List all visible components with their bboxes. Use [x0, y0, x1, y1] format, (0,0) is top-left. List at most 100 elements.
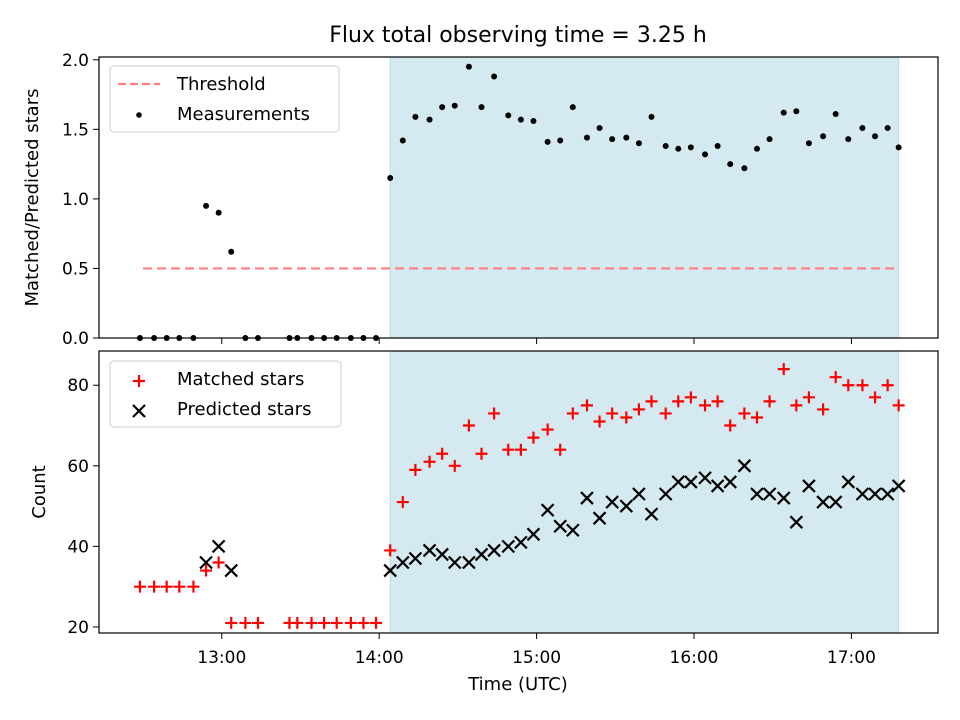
- measurement-point: [727, 161, 734, 168]
- predicted-star-point: [580, 491, 594, 505]
- measurement-points: [136, 63, 902, 341]
- matched-star-point: [225, 616, 238, 629]
- predicted-star-points: [199, 459, 906, 578]
- top-y-axis-label: Matched/Predicted stars: [22, 89, 43, 307]
- top-y-tick-label: 2.0: [62, 51, 89, 71]
- predicted-star-point: [710, 479, 725, 493]
- matched-star-points: [133, 363, 905, 629]
- predicted-star-point: [880, 487, 895, 501]
- matched-star-point: [409, 463, 422, 476]
- matched-star-point: [396, 496, 409, 509]
- measurement-point: [609, 136, 616, 143]
- ratio-panel: 0.00.51.01.52.0 Matched/Predicted stars …: [22, 51, 939, 349]
- predicted-star-point: [462, 555, 476, 570]
- top-y-axis: 0.0 0.5 1.0 1.5 2.0: [62, 51, 99, 349]
- matched-star-point: [566, 407, 579, 420]
- matched-legend-label: Matched stars: [177, 369, 304, 390]
- matched-star-point: [763, 395, 776, 408]
- predicted-star-point: [396, 555, 410, 570]
- count-panel: 20 40 60 80 13:00 14:00 15:00 16:00 17:00 Count…: [29, 350, 939, 695]
- predicted-star-point: [750, 487, 764, 501]
- matched-star-point: [187, 580, 200, 593]
- measurement-point: [859, 124, 866, 131]
- predicted-star-point: [619, 499, 634, 513]
- predicted-star-point: [723, 475, 737, 489]
- matched-star-point: [856, 379, 869, 392]
- predicted-star-point: [422, 543, 437, 558]
- predicted-star-point: [762, 487, 777, 501]
- x-tick-label: 14:00: [355, 648, 404, 668]
- bottom-y-tick-label: 80: [67, 376, 89, 396]
- top-y-tick-label: 0.5: [62, 259, 89, 279]
- matched-star-point: [580, 399, 593, 412]
- matched-star-point: [239, 616, 252, 629]
- matched-star-point: [881, 379, 894, 392]
- measurement-point: [741, 165, 748, 172]
- matched-star-point: [593, 415, 606, 428]
- bottom-legend-box: [109, 360, 342, 428]
- matched-star-point: [384, 544, 397, 557]
- matched-star-point: [160, 580, 173, 593]
- matched-star-point: [645, 395, 658, 408]
- matched-star-point: [305, 616, 318, 629]
- top-frame: [98, 56, 939, 339]
- measurement-point: [845, 136, 852, 143]
- matched-star-point: [684, 391, 697, 404]
- predicted-star-point: [474, 547, 489, 562]
- matched-star-point: [462, 419, 475, 432]
- matched-star-point: [829, 371, 842, 384]
- matched-star-point: [200, 564, 213, 577]
- observing-window-shade-bottom: [389, 350, 900, 634]
- matched-star-point: [699, 399, 712, 412]
- matched-star-point: [370, 616, 383, 629]
- x-tick-label: 15:00: [512, 648, 561, 668]
- measurement-point: [478, 104, 485, 111]
- top-x-axis: [221, 338, 852, 344]
- predicted-star-point: [224, 563, 239, 578]
- bottom-y-tick-label: 20: [67, 618, 89, 638]
- measurement-point: [832, 111, 839, 118]
- predicted-star-point: [553, 519, 567, 534]
- predicted-star-point: [684, 475, 698, 489]
- measurement-point: [675, 145, 682, 152]
- measurement-point: [623, 134, 630, 141]
- measurements-legend-swatch: [136, 112, 142, 118]
- matched-star-point: [291, 616, 304, 629]
- measurement-point: [544, 138, 551, 145]
- predicted-star-point: [698, 471, 712, 485]
- measurement-point: [820, 133, 827, 140]
- measurement-point: [426, 116, 433, 123]
- measurement-point: [793, 108, 800, 115]
- matched-star-point: [357, 616, 370, 629]
- predicted-star-point: [816, 495, 830, 509]
- predicted-legend-swatch: [132, 404, 146, 418]
- measurement-point: [215, 209, 222, 216]
- matched-star-point: [514, 443, 527, 456]
- matched-star-point: [436, 447, 449, 460]
- threshold-legend-label: Threshold: [176, 74, 266, 95]
- predicted-star-point: [802, 479, 816, 493]
- measurement-point: [635, 140, 642, 147]
- bottom-frame: [98, 350, 939, 634]
- predicted-star-point: [501, 539, 516, 554]
- matched-star-point: [541, 423, 554, 436]
- predicted-star-point: [644, 507, 659, 521]
- measurement-point: [596, 124, 603, 131]
- matched-star-point: [344, 616, 357, 629]
- predicted-star-point: [737, 459, 752, 473]
- top-y-tick-label: 1.0: [62, 190, 89, 210]
- matched-star-point: [330, 616, 343, 629]
- measurement-point: [766, 136, 773, 143]
- measurement-point: [439, 104, 446, 111]
- predicted-star-point: [435, 547, 449, 562]
- observing-window-shade: [389, 56, 900, 339]
- matched-star-point: [738, 407, 751, 420]
- measurement-point: [387, 175, 394, 182]
- matched-star-point: [212, 556, 225, 569]
- matched-star-point: [251, 616, 264, 629]
- measurement-point: [557, 137, 564, 144]
- matched-star-point: [802, 391, 815, 404]
- matched-star-point: [777, 363, 790, 376]
- x-tick-label: 13:00: [197, 648, 246, 668]
- predicted-star-point: [408, 551, 423, 566]
